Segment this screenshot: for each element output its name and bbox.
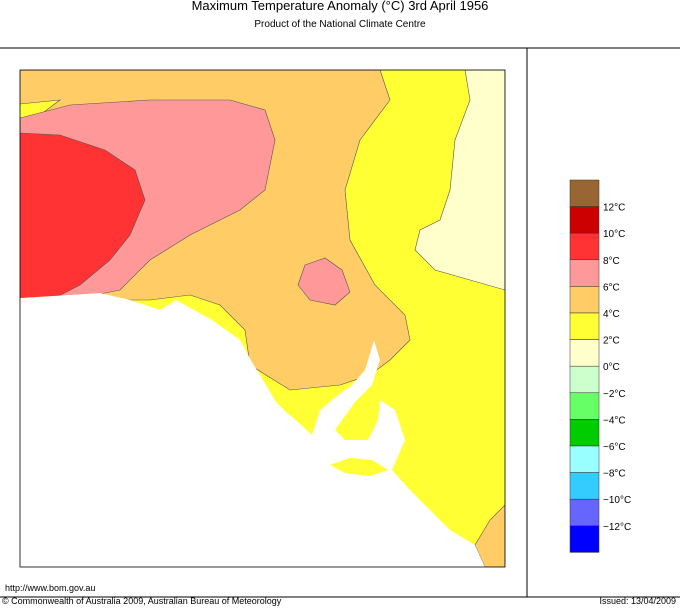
region-8-10-inland (297, 257, 351, 306)
legend-label: −2°C (603, 389, 626, 400)
legend-label: 10°C (603, 229, 625, 240)
legend-label: 4°C (603, 309, 620, 320)
legend-label: −6°C (603, 442, 626, 453)
legend-label: 2°C (603, 336, 620, 347)
legend-swatch (569, 365, 600, 394)
legend-swatch (569, 392, 600, 420)
legend-swatch (569, 339, 600, 367)
issued: Issued: 13/04/2009 (599, 596, 676, 606)
legend-label: −10°C (603, 495, 631, 506)
legend: 12°C 10°C 8°C 6°C 4°C 2°C 0°C −2°C −4°C −6°C −8°C −… (569, 179, 631, 553)
legend-swatch (569, 419, 600, 447)
map-border (19, 69, 506, 568)
legend-swatch (569, 286, 600, 314)
legend-label: −12°C (603, 522, 631, 533)
subtitle: Product of the National Climate Centre (254, 19, 426, 30)
legend-swatch (569, 259, 600, 287)
region-2-4 (414, 70, 505, 291)
legend-swatch (569, 445, 600, 473)
title: Maximum Temperature Anomaly (°C) 3rd Apr… (192, 0, 489, 13)
map (20, 70, 505, 567)
legend-swatch (569, 312, 600, 340)
legend-label: 0°C (603, 362, 620, 373)
legend-swatch (569, 525, 600, 553)
legend-swatch (569, 232, 600, 261)
legend-swatch (569, 206, 600, 234)
legend-label: −8°C (603, 469, 626, 480)
legend-swatch (569, 472, 600, 500)
region-6-8-se (474, 504, 505, 567)
legend-swatch (569, 179, 600, 207)
legend-label: 8°C (603, 256, 620, 267)
copyright: © Commonwealth of Australia 2009, Austra… (2, 596, 282, 606)
legend-label: 12°C (603, 203, 625, 214)
url: http://www.bom.gov.au (5, 583, 95, 593)
legend-label: −4°C (603, 415, 626, 426)
legend-label: 6°C (603, 282, 620, 293)
legend-swatch (569, 498, 600, 527)
